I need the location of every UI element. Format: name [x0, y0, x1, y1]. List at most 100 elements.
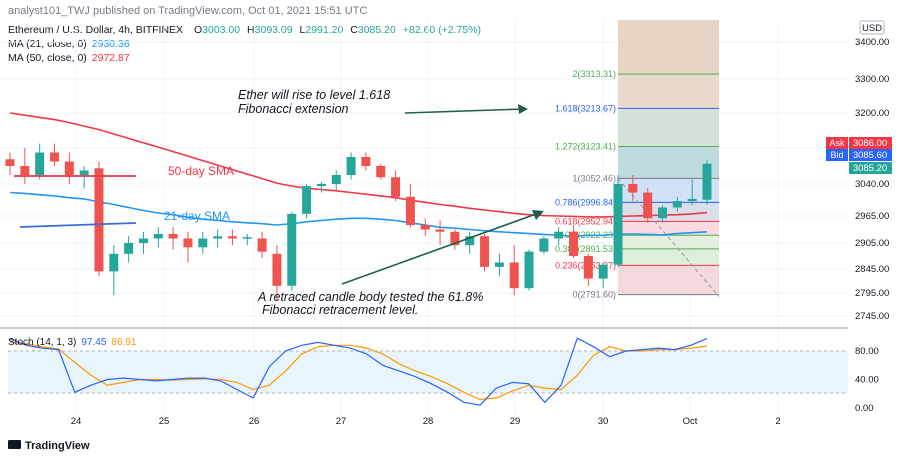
annotation-arrow-up-line: [404, 108, 525, 114]
ohlc-c-label: C: [350, 24, 358, 36]
fib-level-label: 1.618(3213.67): [555, 103, 616, 113]
ask-bid-labels: Ask 3086.00 Bid 3085.60 3085.20: [826, 137, 892, 174]
price-tick-label: 3040.00: [855, 179, 889, 190]
symbol-info: Ethereum / U.S. Dollar, 4h, BITFINEX O30…: [8, 24, 481, 64]
candle-body: [539, 238, 549, 252]
bid-label: Bid: [830, 150, 843, 160]
currency-label: USD: [862, 23, 882, 34]
stoch-k-value: 97.45: [81, 337, 106, 348]
candle-body: [658, 207, 668, 219]
ohlc-h: 3093.09: [255, 24, 293, 36]
time-tick-label: 24: [71, 416, 82, 427]
ma50-value: 2972.87: [92, 52, 130, 64]
candle-body: [524, 251, 534, 289]
fib-trend-line: [617, 178, 720, 297]
ask-price: 3086.00: [853, 138, 887, 149]
candle-body: [94, 168, 104, 272]
time-tick-label: Oct: [683, 416, 698, 427]
candle-body: [643, 192, 653, 219]
svg-text:Ethereum / U.S. Dollar, 4h, BI: Ethereum / U.S. Dollar, 4h, BITFINEX O30…: [8, 24, 481, 36]
ohlc-c: 3085.20: [358, 24, 396, 36]
fib-level-label: 2(3313.31): [572, 69, 616, 79]
stoch-d-value: 86.91: [111, 337, 136, 348]
fib-zone: [618, 108, 719, 147]
fib-zone: [618, 146, 719, 179]
ohlc-change: +82.60 (+2.75%): [403, 24, 481, 36]
ma21-label: MA (21, close, 0): [8, 38, 87, 50]
fib-zone: [618, 74, 719, 109]
price-tick-label: 2845.00: [855, 264, 889, 275]
candle-body: [672, 201, 682, 208]
stoch-tick-label: 40.00: [855, 375, 879, 386]
tradingview-logo-icon: [8, 440, 21, 449]
candle-body: [35, 152, 45, 175]
candle-body: [420, 225, 430, 230]
candle-body: [153, 234, 163, 239]
candle-body: [376, 166, 386, 178]
stoch-tick-label: 80.00: [855, 346, 879, 357]
candle-body: [554, 231, 564, 239]
price-tick-label: 3300.00: [855, 74, 889, 85]
ohlc-o: 3003.00: [202, 24, 240, 36]
ask-label: Ask: [829, 138, 845, 148]
stoch-legend: Stoch (14, 1, 3) 97.45 86.91: [8, 337, 137, 348]
candle-body: [79, 170, 89, 175]
candle-body: [109, 253, 119, 272]
fib-level-label: 0(2791.60): [572, 290, 616, 300]
ma50-label: MA (50, close, 0): [8, 52, 87, 64]
time-axis[interactable]: 24 25 26 27 28 29 30 Oct 2: [71, 416, 781, 427]
candle-body: [509, 262, 519, 289]
candle-body: [183, 238, 193, 248]
candle-body: [450, 231, 460, 246]
annotation-arrow-retrace-line: [341, 213, 537, 285]
candle-body: [628, 184, 638, 193]
candle-body: [361, 157, 371, 166]
candle-body: [124, 243, 134, 254]
stoch-d-line: [9, 341, 708, 401]
candle-body: [316, 184, 326, 187]
candle-body: [287, 213, 297, 286]
stoch-label: Stoch (14, 1, 3): [8, 337, 76, 348]
fib-zone-top: [618, 20, 719, 75]
candle-body: [569, 231, 579, 256]
ohlc-l-label: L: [300, 24, 306, 36]
price-tick-label: 2745.00: [855, 311, 889, 322]
price-tick-label: 3400.00: [855, 37, 889, 48]
fib-level-label: 1.272(3123.41): [555, 142, 616, 152]
annotation-ether-rise-2: Fibonacci extension: [238, 102, 349, 116]
ohlc-o-label: O: [194, 24, 202, 36]
fib-zone: [618, 248, 719, 266]
tradingview-brand: TradingView: [25, 440, 90, 452]
time-tick-label: 25: [159, 416, 170, 427]
fib-level-label: 0.618(2952.94): [555, 216, 616, 226]
price-axis[interactable]: USD 3400.003300.003200.003120.003040.002…: [826, 20, 900, 340]
ma21-line: [9, 191, 708, 238]
last-price: 3085.20: [853, 163, 887, 174]
candle-body: [435, 229, 445, 232]
candle-body: [257, 238, 267, 252]
candle-body: [138, 238, 148, 243]
candle-body: [64, 161, 74, 175]
candle-body: [687, 198, 697, 202]
currency-badge: [859, 20, 885, 35]
stoch-k-line: [9, 337, 708, 406]
candle-body: [331, 175, 341, 184]
svg-text:MA (50, close, 0)2972.87: MA (50, close, 0) 2972.87: [8, 52, 130, 64]
time-tick-label: 28: [423, 416, 434, 427]
annotation-sma21-line: [19, 222, 137, 228]
time-tick-label: 29: [510, 416, 521, 427]
tradingview-logo: TradingView: [8, 440, 90, 452]
candle-body: [494, 262, 504, 267]
ohlc-h-label: H: [247, 24, 255, 36]
svg-text:MA (21, close, 0)2930.36: MA (21, close, 0) 2930.36: [8, 38, 130, 50]
annotation-arrow-retrace-head: [532, 210, 544, 220]
symbol-name: Ethereum / U.S. Dollar, 4h, BITFINEX: [8, 24, 183, 36]
candle-body: [480, 236, 490, 267]
candle-body: [613, 184, 623, 265]
candle-body: [49, 152, 59, 162]
price-tick-label: 2965.00: [855, 211, 889, 222]
price-tick-label: 2795.00: [855, 288, 889, 299]
annotation-sma21: 21-day SMA: [164, 209, 230, 223]
stoch-pane[interactable]: Stoch (14, 1, 3) 97.45 86.91 80.00 40.00 0.0…: [8, 337, 879, 414]
